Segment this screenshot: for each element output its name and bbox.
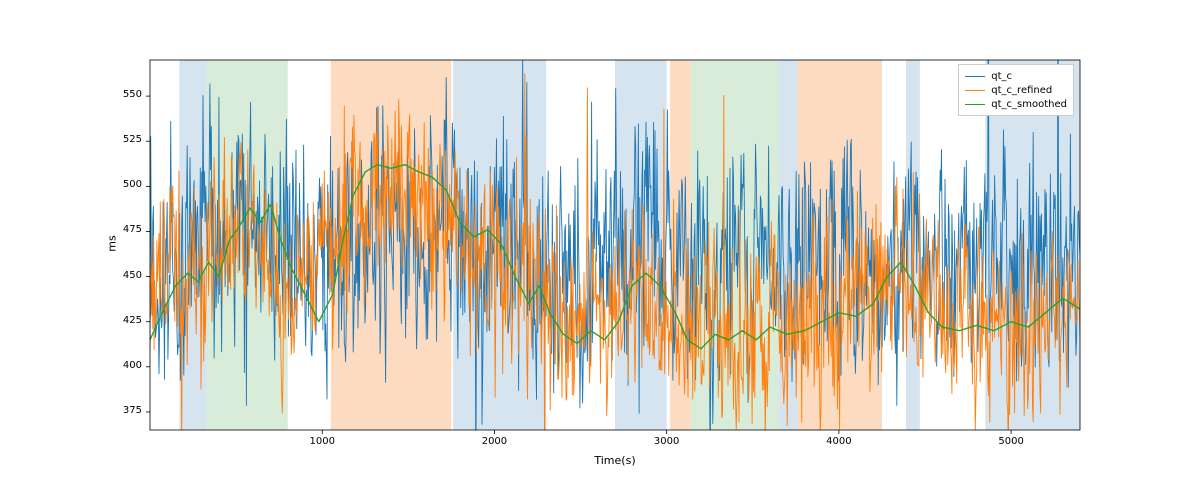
xtick-label: 4000	[819, 436, 859, 447]
legend: qt_c qt_c_refined qt_c_smoothed	[958, 64, 1074, 116]
xtick-label: 2000	[474, 436, 514, 447]
legend-swatch	[965, 76, 985, 77]
legend-label: qt_c_refined	[991, 85, 1052, 96]
ytick-label: 400	[123, 360, 142, 371]
xtick-label: 3000	[647, 436, 687, 447]
ylabel: ms	[106, 224, 119, 264]
ytick-label: 500	[123, 179, 142, 190]
legend-label: qt_c	[991, 71, 1012, 82]
legend-item: qt_c_refined	[965, 83, 1067, 97]
xtick-label: 5000	[991, 436, 1031, 447]
ytick-label: 450	[123, 270, 142, 281]
legend-item: qt_c	[965, 69, 1067, 83]
legend-label: qt_c_smoothed	[991, 99, 1067, 110]
figure: ms Time(s) qt_c qt_c_refined qt_c_smoothed…	[0, 0, 1200, 500]
ytick-label: 525	[123, 134, 142, 145]
legend-swatch	[965, 90, 985, 91]
legend-swatch	[965, 104, 985, 105]
ytick-label: 550	[123, 89, 142, 100]
xlabel: Time(s)	[575, 454, 655, 467]
ytick-label: 475	[123, 224, 142, 235]
legend-item: qt_c_smoothed	[965, 97, 1067, 111]
xtick-label: 1000	[302, 436, 342, 447]
ytick-label: 425	[123, 315, 142, 326]
ytick-label: 375	[123, 405, 142, 416]
